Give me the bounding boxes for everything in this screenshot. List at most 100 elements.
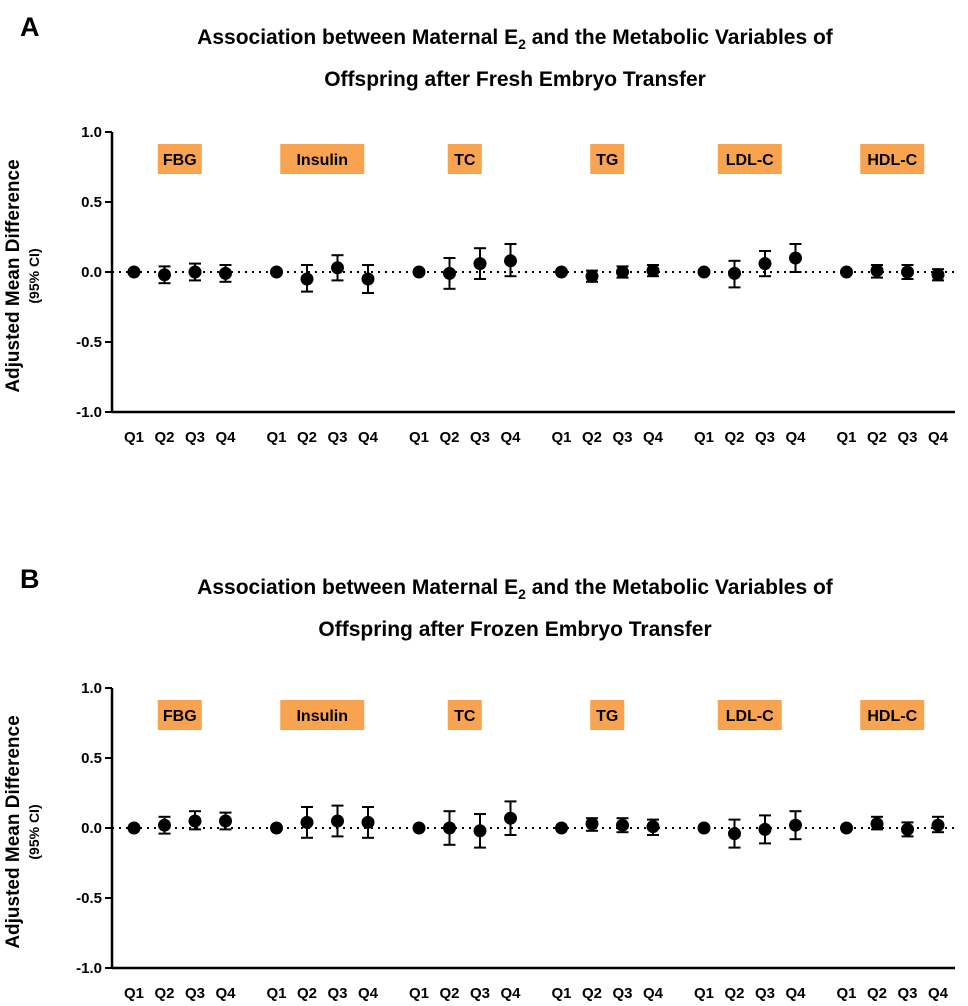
group-label-box [860,144,925,174]
y-tick-label: 1.0 [81,680,102,697]
marker [931,818,945,832]
x-tick-label: Q3 [897,429,917,446]
x-tick-label: Q1 [409,985,429,1002]
marker [443,821,456,835]
x-tick-label: Q2 [154,985,174,1002]
marker [473,824,487,838]
data-point [270,265,283,279]
marker [840,265,853,279]
marker [270,265,283,279]
marker [331,814,344,828]
marker [616,818,629,832]
title-prefix: Association between Maternal E [197,576,519,599]
x-tick-label: Q1 [266,429,286,446]
marker [270,821,283,835]
data-point [901,821,914,838]
marker [901,265,914,279]
data-point [697,265,711,279]
plot-area: 1.0 0.5 0.0 -0.5 -1.0 FBG Q1 Q2 Q3 Q4 Insulin Q1 Q2 Q… [76,680,955,1002]
x-tick-label: Q4 [785,985,806,1002]
data-point [158,815,171,835]
y-tick-label: -0.5 [76,890,102,907]
x-tick-label: Q1 [409,429,429,446]
marker [931,268,945,282]
marker [219,814,232,828]
data-point [412,821,426,835]
data-point [188,810,202,831]
group-label-box [280,144,365,174]
x-tick-label: Q2 [439,985,459,1002]
data-point [473,813,487,849]
x-tick-label: Q3 [755,429,775,446]
marker [870,817,884,831]
group-label-text: TG [596,152,618,169]
data-point [585,269,599,283]
group-label-box [717,144,782,174]
marker [840,821,853,835]
x-tick-label: Q4 [215,985,236,1002]
y-tick-label: 0.5 [81,750,102,767]
group-label-ldl-c: LDL-C [717,700,782,730]
group-label-tc: TC [447,144,482,174]
x-tick-label: Q3 [327,429,347,446]
panel-b: B Association between Maternal E2 and th… [0,556,968,1002]
data-point [616,265,629,279]
marker [361,815,375,829]
x-tick-label: Q1 [836,985,856,1002]
marker [158,818,171,832]
title-subscript: 2 [518,36,526,53]
title-subscript: 2 [518,586,526,603]
x-tick-label: Q4 [928,985,949,1002]
x-tick-label: Q2 [867,429,887,446]
marker [555,821,568,835]
marker [758,257,772,271]
marker [188,814,202,828]
data-point [728,818,741,849]
data-point [300,264,314,293]
group-label-box [447,144,482,174]
data-point [789,810,802,841]
x-tick-label: Q3 [897,985,917,1002]
marker [585,269,599,283]
x-tick-label: Q4 [500,429,521,446]
x-tick-label: Q3 [612,429,632,446]
marker [473,257,487,271]
data-point [443,810,456,846]
group-label-box [717,700,782,730]
x-tick-label: Q1 [551,429,571,446]
group-label-fbg: FBG [157,700,202,730]
marker [219,266,232,280]
group-label-box [157,144,202,174]
x-tick-label: Q1 [694,985,714,1002]
group-label-insulin: Insulin [280,144,365,174]
x-tick-label: Q1 [266,985,286,1002]
x-tick-label: Q3 [470,985,490,1002]
data-point [473,247,487,280]
group-label-ldl-c: LDL-C [717,144,782,174]
data-point [361,264,375,294]
marker [158,268,171,282]
data-point [931,815,945,834]
x-tick-label: Q4 [215,429,236,446]
marker [331,261,344,275]
group-label-text: LDL-C [726,708,774,725]
marker [789,818,802,832]
group-label-box [447,700,482,730]
marker [127,265,141,279]
marker [555,265,568,279]
x-tick-label: Q2 [724,429,744,446]
x-tick-label: Q2 [582,429,602,446]
chart-title: Association between Maternal E2 and the … [60,570,968,648]
marker [412,265,426,279]
marker [901,822,914,836]
x-tick-label: Q4 [643,985,664,1002]
x-tick-label: Q3 [185,985,205,1002]
data-point [331,254,344,282]
group-label-text: LDL-C [726,152,774,169]
x-tick-label: Q2 [724,985,744,1002]
x-tick-label: Q4 [643,429,664,446]
data-point [270,821,283,835]
data-point [758,250,772,278]
title-line-2: Offspring after Frozen Embryo Transfer [318,618,712,642]
plot-area: 1.0 0.5 0.0 -0.5 -1.0 FBG Q1 Q2 Q3 Q4 Insulin Q1 Q2 Q… [76,124,955,446]
